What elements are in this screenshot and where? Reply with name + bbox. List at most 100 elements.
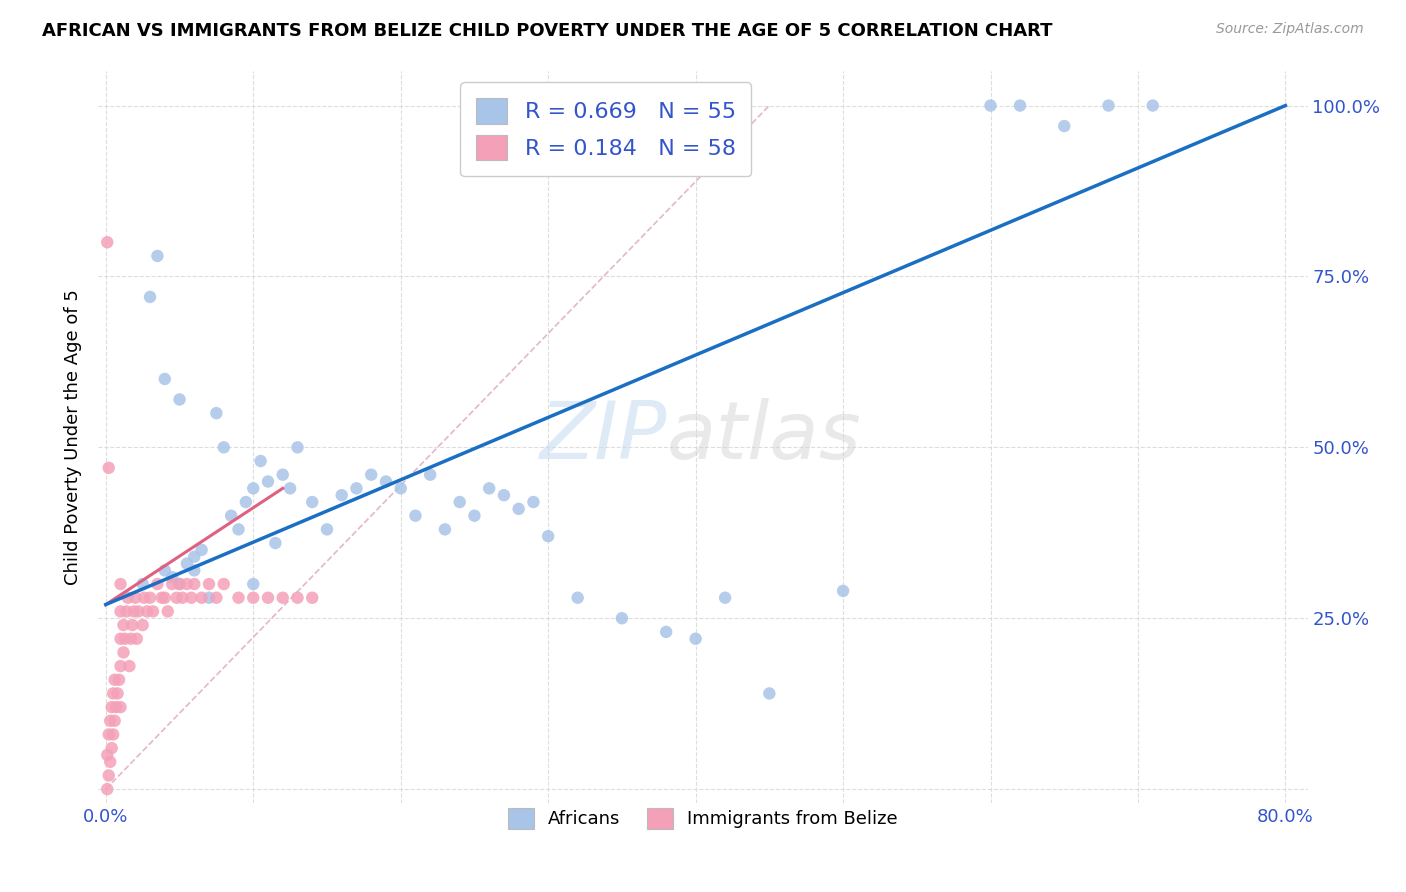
Point [101, 686, 124, 700]
Point [287, 440, 309, 454]
Point [160, 570, 183, 584]
Point [228, 522, 250, 536]
Point [98, 755, 121, 769]
Point [153, 591, 176, 605]
Point [122, 604, 145, 618]
Point [205, 591, 228, 605]
Point [172, 591, 194, 605]
Point [190, 542, 212, 557]
Point [346, 481, 368, 495]
Point [205, 406, 228, 420]
Point [136, 604, 159, 618]
Point [522, 495, 544, 509]
Point [242, 591, 264, 605]
Point [271, 467, 294, 482]
Point [1142, 98, 1164, 112]
Point [131, 577, 153, 591]
Point [316, 522, 339, 536]
Point [97, 460, 120, 475]
Point [101, 727, 124, 741]
Point [419, 467, 441, 482]
Point [249, 454, 271, 468]
Y-axis label: Child Poverty Under the Age of 5: Child Poverty Under the Age of 5 [65, 289, 83, 585]
Point [1008, 98, 1031, 112]
Point [235, 495, 257, 509]
Point [112, 618, 135, 632]
Point [198, 591, 221, 605]
Point [108, 673, 131, 687]
Point [183, 563, 205, 577]
Point [131, 618, 153, 632]
Point [508, 501, 530, 516]
Point [685, 632, 707, 646]
Point [153, 372, 176, 386]
Point [96, 747, 118, 762]
Point [1097, 98, 1119, 112]
Point [156, 604, 179, 618]
Point [118, 659, 141, 673]
Point [264, 536, 287, 550]
Point [404, 508, 426, 523]
Point [125, 632, 148, 646]
Point [115, 604, 138, 618]
Point [278, 481, 301, 495]
Point [110, 632, 132, 646]
Point [301, 495, 323, 509]
Point [330, 488, 353, 502]
Point [110, 659, 132, 673]
Point [714, 591, 737, 605]
Point [180, 591, 202, 605]
Point [110, 604, 132, 618]
Point [127, 604, 149, 618]
Point [169, 577, 191, 591]
Point [537, 529, 560, 543]
Point [183, 549, 205, 564]
Point [176, 557, 198, 571]
Point [567, 591, 589, 605]
Point [104, 714, 127, 728]
Point [463, 508, 485, 523]
Point [190, 591, 212, 605]
Point [449, 495, 471, 509]
Point [212, 440, 235, 454]
Point [219, 508, 242, 523]
Text: ZIP: ZIP [540, 398, 666, 476]
Point [228, 591, 250, 605]
Point [610, 611, 633, 625]
Point [1053, 119, 1076, 133]
Point [96, 782, 118, 797]
Point [150, 591, 173, 605]
Point [100, 741, 122, 756]
Point [112, 645, 135, 659]
Point [100, 700, 122, 714]
Point [139, 591, 162, 605]
Point [980, 98, 1002, 112]
Point [110, 700, 132, 714]
Point [375, 475, 398, 489]
Point [301, 591, 323, 605]
Point [146, 249, 169, 263]
Point [107, 686, 129, 700]
Point [166, 591, 188, 605]
Point [97, 727, 120, 741]
Point [153, 563, 176, 577]
Point [120, 632, 142, 646]
Point [257, 591, 280, 605]
Point [832, 583, 855, 598]
Point [433, 522, 456, 536]
Point [114, 632, 136, 646]
Point [360, 467, 382, 482]
Point [134, 591, 156, 605]
Point [104, 673, 127, 687]
Point [160, 577, 183, 591]
Point [257, 475, 280, 489]
Point [124, 591, 146, 605]
Point [146, 577, 169, 591]
Point [121, 618, 143, 632]
Point [758, 686, 780, 700]
Point [97, 768, 120, 782]
Point [117, 591, 139, 605]
Point [271, 591, 294, 605]
Point [96, 235, 118, 250]
Point [183, 577, 205, 591]
